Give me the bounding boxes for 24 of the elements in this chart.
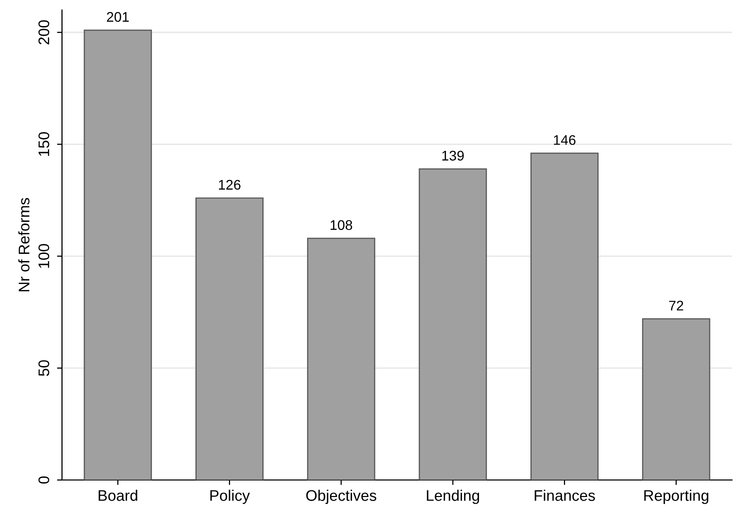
y-axis-title: Nr of Reforms: [18, 198, 30, 292]
bar: [195, 197, 264, 480]
data-label: 126: [218, 180, 240, 190]
bar: [642, 318, 710, 480]
y-tick-label: 100: [38, 244, 50, 268]
x-tick-label: Objectives: [306, 490, 376, 504]
y-tick-label: 150: [38, 132, 50, 156]
y-tick-label: 200: [38, 20, 50, 44]
x-tick-label: Reporting: [644, 490, 708, 504]
data-label: 146: [554, 135, 576, 145]
x-tick-label: Board: [98, 490, 138, 501]
data-label: 139: [442, 150, 464, 161]
bar: [307, 238, 376, 480]
data-label: 201: [106, 12, 129, 22]
data-label: 72: [669, 300, 684, 310]
bar: [418, 168, 487, 480]
bar: [84, 30, 152, 480]
y-tick-label: 0: [38, 476, 50, 484]
x-tick-label: Lending: [426, 490, 480, 504]
y-tick-label: 50: [38, 360, 50, 376]
bar: [530, 152, 599, 480]
x-tick-label: Finances: [534, 490, 595, 501]
data-label: 108: [330, 220, 352, 230]
x-tick-label: Policy: [210, 490, 250, 504]
